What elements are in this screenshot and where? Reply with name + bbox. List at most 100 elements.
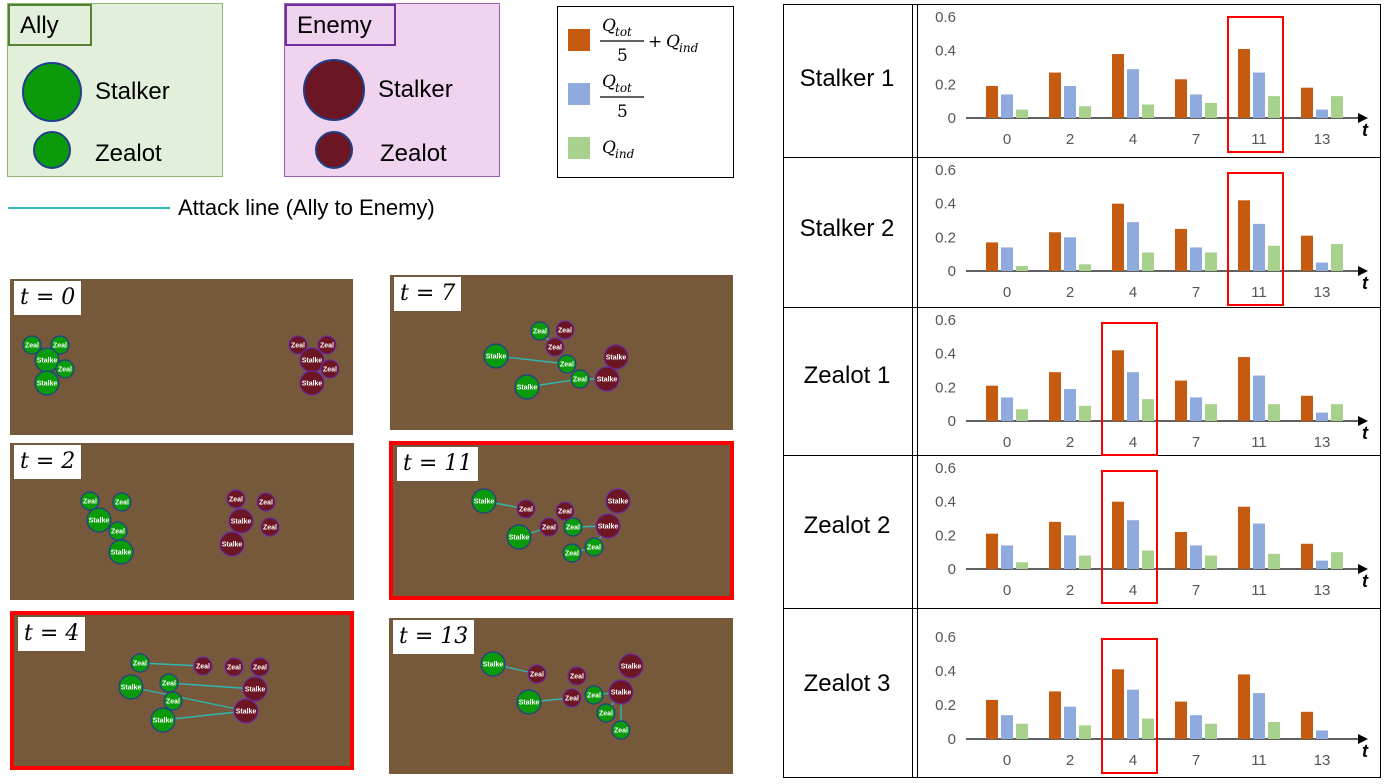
x-tick-label: 4 (1129, 582, 1137, 599)
svg-text:+: + (648, 32, 662, 52)
ally-zealot-unit (611, 720, 631, 740)
attack-line-sample (8, 207, 170, 209)
x-tick-label: 0 (1003, 131, 1011, 148)
ally-zealot-unit (50, 335, 70, 355)
x-tick-label: 2 (1066, 284, 1074, 301)
y-tick-label: 0.2 (935, 697, 956, 714)
enemy-stalker-unit (603, 344, 629, 370)
q-bar-chart: 0 0.2 0.4 0.6 t 0 2 4 7 11 13 (935, 312, 1369, 456)
unit-label: Zeal (548, 345, 562, 352)
bar-2 (1079, 106, 1091, 118)
x-tick-label: 0 (1003, 752, 1011, 769)
chart-row-2: Zealot 1 0 0.2 0.4 0.6 t 0 2 4 7 11 13 (784, 308, 1380, 456)
bar-0 (1175, 79, 1187, 118)
bar-1 (1190, 715, 1202, 739)
enemy-zealot-marker (315, 131, 353, 169)
bar-1 (1316, 730, 1328, 739)
bar-2 (1079, 555, 1091, 569)
bar-1 (1190, 94, 1202, 118)
bar-1 (1253, 523, 1265, 569)
bar-0 (1301, 395, 1313, 421)
bar-0 (1238, 200, 1250, 271)
bar-1 (1001, 247, 1013, 271)
svg-text:5: 5 (617, 46, 628, 66)
bar-2 (1331, 552, 1343, 569)
bar-1 (1190, 247, 1202, 271)
bar-0 (986, 533, 998, 569)
y-tick-label: 0.6 (935, 629, 956, 646)
frame-map: Zeal Zeal Stalke Zeal Stalke Zeal Zeal Zeal Stal… (118, 653, 270, 733)
x-tick-label: 11 (1251, 752, 1267, 769)
x-tick-label: 7 (1192, 752, 1200, 769)
bar-1 (1064, 535, 1076, 569)
ally-stalker-label: Stalker (95, 78, 170, 105)
x-tick-label: 4 (1129, 752, 1137, 769)
bar-2 (1331, 404, 1343, 421)
unit-label: Zeal (599, 711, 613, 718)
ally-legend-title: Ally (8, 4, 92, 46)
ally-zealot-unit (22, 335, 42, 355)
enemy-stalker-unit (233, 698, 259, 724)
q-tot-plus-ind-formula: Q tot 5 + Q ind (600, 16, 699, 66)
frame-3: Zeal Stalke Zeal Stalke Zeal Zeal Zeal Stalke St… (390, 275, 733, 430)
row-label: Stalker 1 (799, 65, 895, 92)
x-tick-label: 13 (1314, 131, 1331, 148)
y-tick-label: 0.6 (935, 9, 956, 26)
svg-text:Q: Q (602, 72, 616, 92)
ally-stalker-unit (480, 651, 506, 677)
unit-label: Zeal (558, 328, 572, 335)
svg-text:Q: Q (602, 16, 616, 36)
bar-1 (1001, 545, 1013, 569)
bar-1 (1127, 69, 1139, 118)
bar-1 (1190, 397, 1202, 421)
unit-label: Stalke (37, 358, 58, 365)
bar-0 (1112, 203, 1124, 271)
highlight-box (1227, 16, 1284, 153)
x-tick-label: 13 (1314, 582, 1331, 599)
ally-stalker-unit (34, 370, 60, 396)
unit-label: Stalke (486, 354, 507, 361)
unit-label: Zeal (58, 367, 72, 374)
enemy-zealot-unit (516, 499, 536, 519)
y-tick-label: 0.2 (935, 76, 956, 93)
bar-0 (986, 699, 998, 739)
frame-time-label: t = 13 (393, 620, 475, 654)
enemy-stalker-unit (605, 488, 631, 514)
x-axis-label: t (1362, 273, 1369, 293)
enemy-stalker-unit (299, 370, 325, 396)
bar-0 (986, 86, 998, 118)
ally-zealot-unit (55, 359, 75, 379)
frame-map: Stalke Stalke Zeal Zeal Zeal Zeal Zeal Zeal Stal… (480, 651, 644, 740)
bar-0 (1175, 531, 1187, 569)
frame-0: Zeal Zeal Stalke Zeal Stalke Zeal Zeal Stalke Ze… (10, 279, 353, 435)
ally-stalker-unit (86, 507, 112, 533)
bar-1 (1127, 372, 1139, 421)
bar-0 (1049, 691, 1061, 739)
unit-label: Zeal (323, 367, 337, 374)
enemy-zealot-unit (317, 335, 337, 355)
q-value-table: Stalker 1 0 0.2 0.4 0.6 t 0 2 4 7 11 13 Stalker 2 0 0.… (783, 4, 1381, 778)
unit-label: Zeal (558, 509, 572, 516)
frame-2: Zeal Zeal Stalke Zeal Stalke Zeal Zeal Zeal Stal… (10, 611, 354, 770)
x-tick-label: 7 (1192, 434, 1200, 451)
highlight-box (1101, 470, 1158, 604)
bar-2 (1205, 252, 1217, 271)
ally-zealot-unit (130, 653, 150, 673)
enemy-zealot-unit (539, 517, 559, 537)
enemy-zealot-unit (555, 501, 575, 521)
unit-label: Zeal (320, 343, 334, 350)
bar-0 (1238, 357, 1250, 421)
ally-zealot-label: Zealot (95, 140, 162, 167)
unit-label: Stalke (236, 709, 257, 716)
svg-text:ind: ind (615, 147, 635, 161)
bar-2 (1016, 109, 1028, 118)
enemy-zealot-unit (193, 656, 213, 676)
enemy-zealot-unit (567, 666, 587, 686)
unit-label: Zeal (53, 343, 67, 350)
enemy-zealot-unit (260, 517, 280, 537)
x-tick-label: 13 (1314, 434, 1331, 451)
unit-label: Zeal (259, 500, 273, 507)
x-axis-label: t (1362, 120, 1369, 140)
svg-text:5: 5 (617, 102, 628, 122)
